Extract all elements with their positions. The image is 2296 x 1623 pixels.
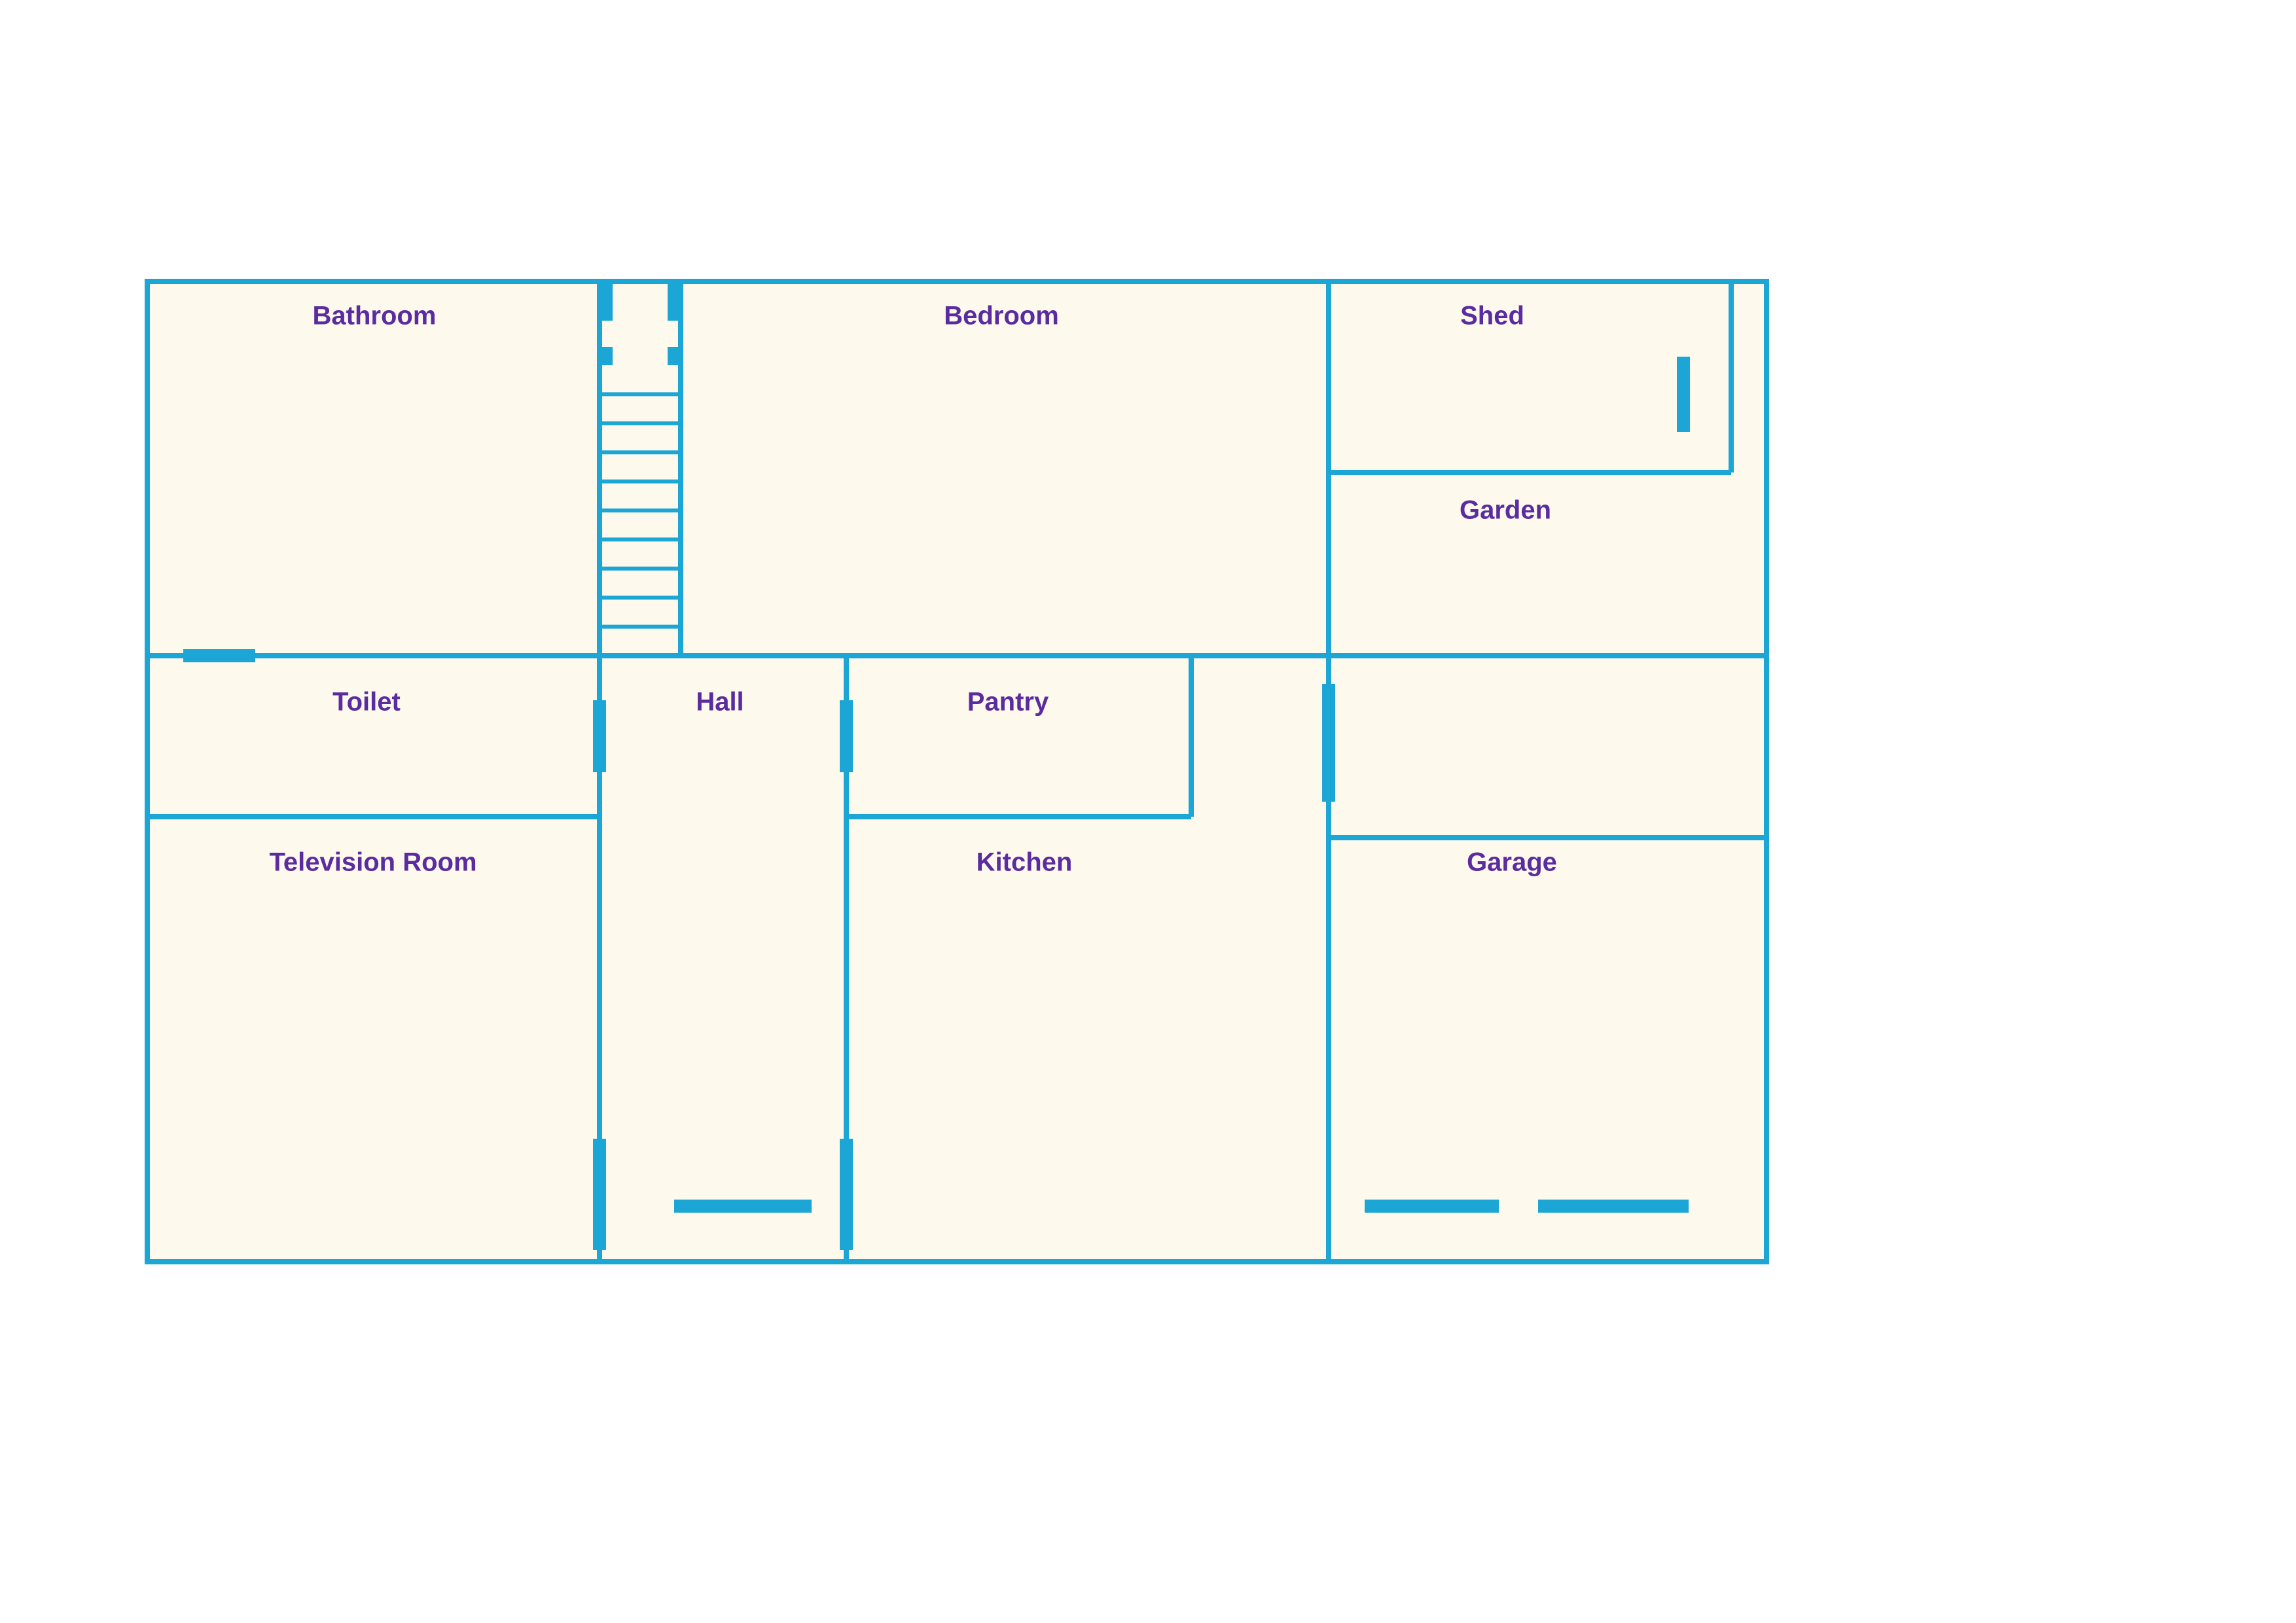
room-label: Pantry [967, 688, 1049, 717]
floorplan-diagram: Bathroom Bedroom Shed Garden Toilet Hall Pantr… [0, 0, 2296, 1623]
room-label: Garage [1467, 848, 1557, 877]
room-label: Toilet [332, 688, 401, 717]
room-label: Television Room [269, 848, 476, 877]
floor-fill [147, 281, 1767, 1262]
room-label: Bedroom [944, 302, 1059, 330]
room-label: Bathroom [313, 302, 437, 330]
room-label: Shed [1460, 302, 1524, 330]
room-label: Garden [1460, 496, 1551, 525]
room-label: Kitchen [977, 848, 1073, 877]
room-label: Hall [696, 688, 744, 717]
